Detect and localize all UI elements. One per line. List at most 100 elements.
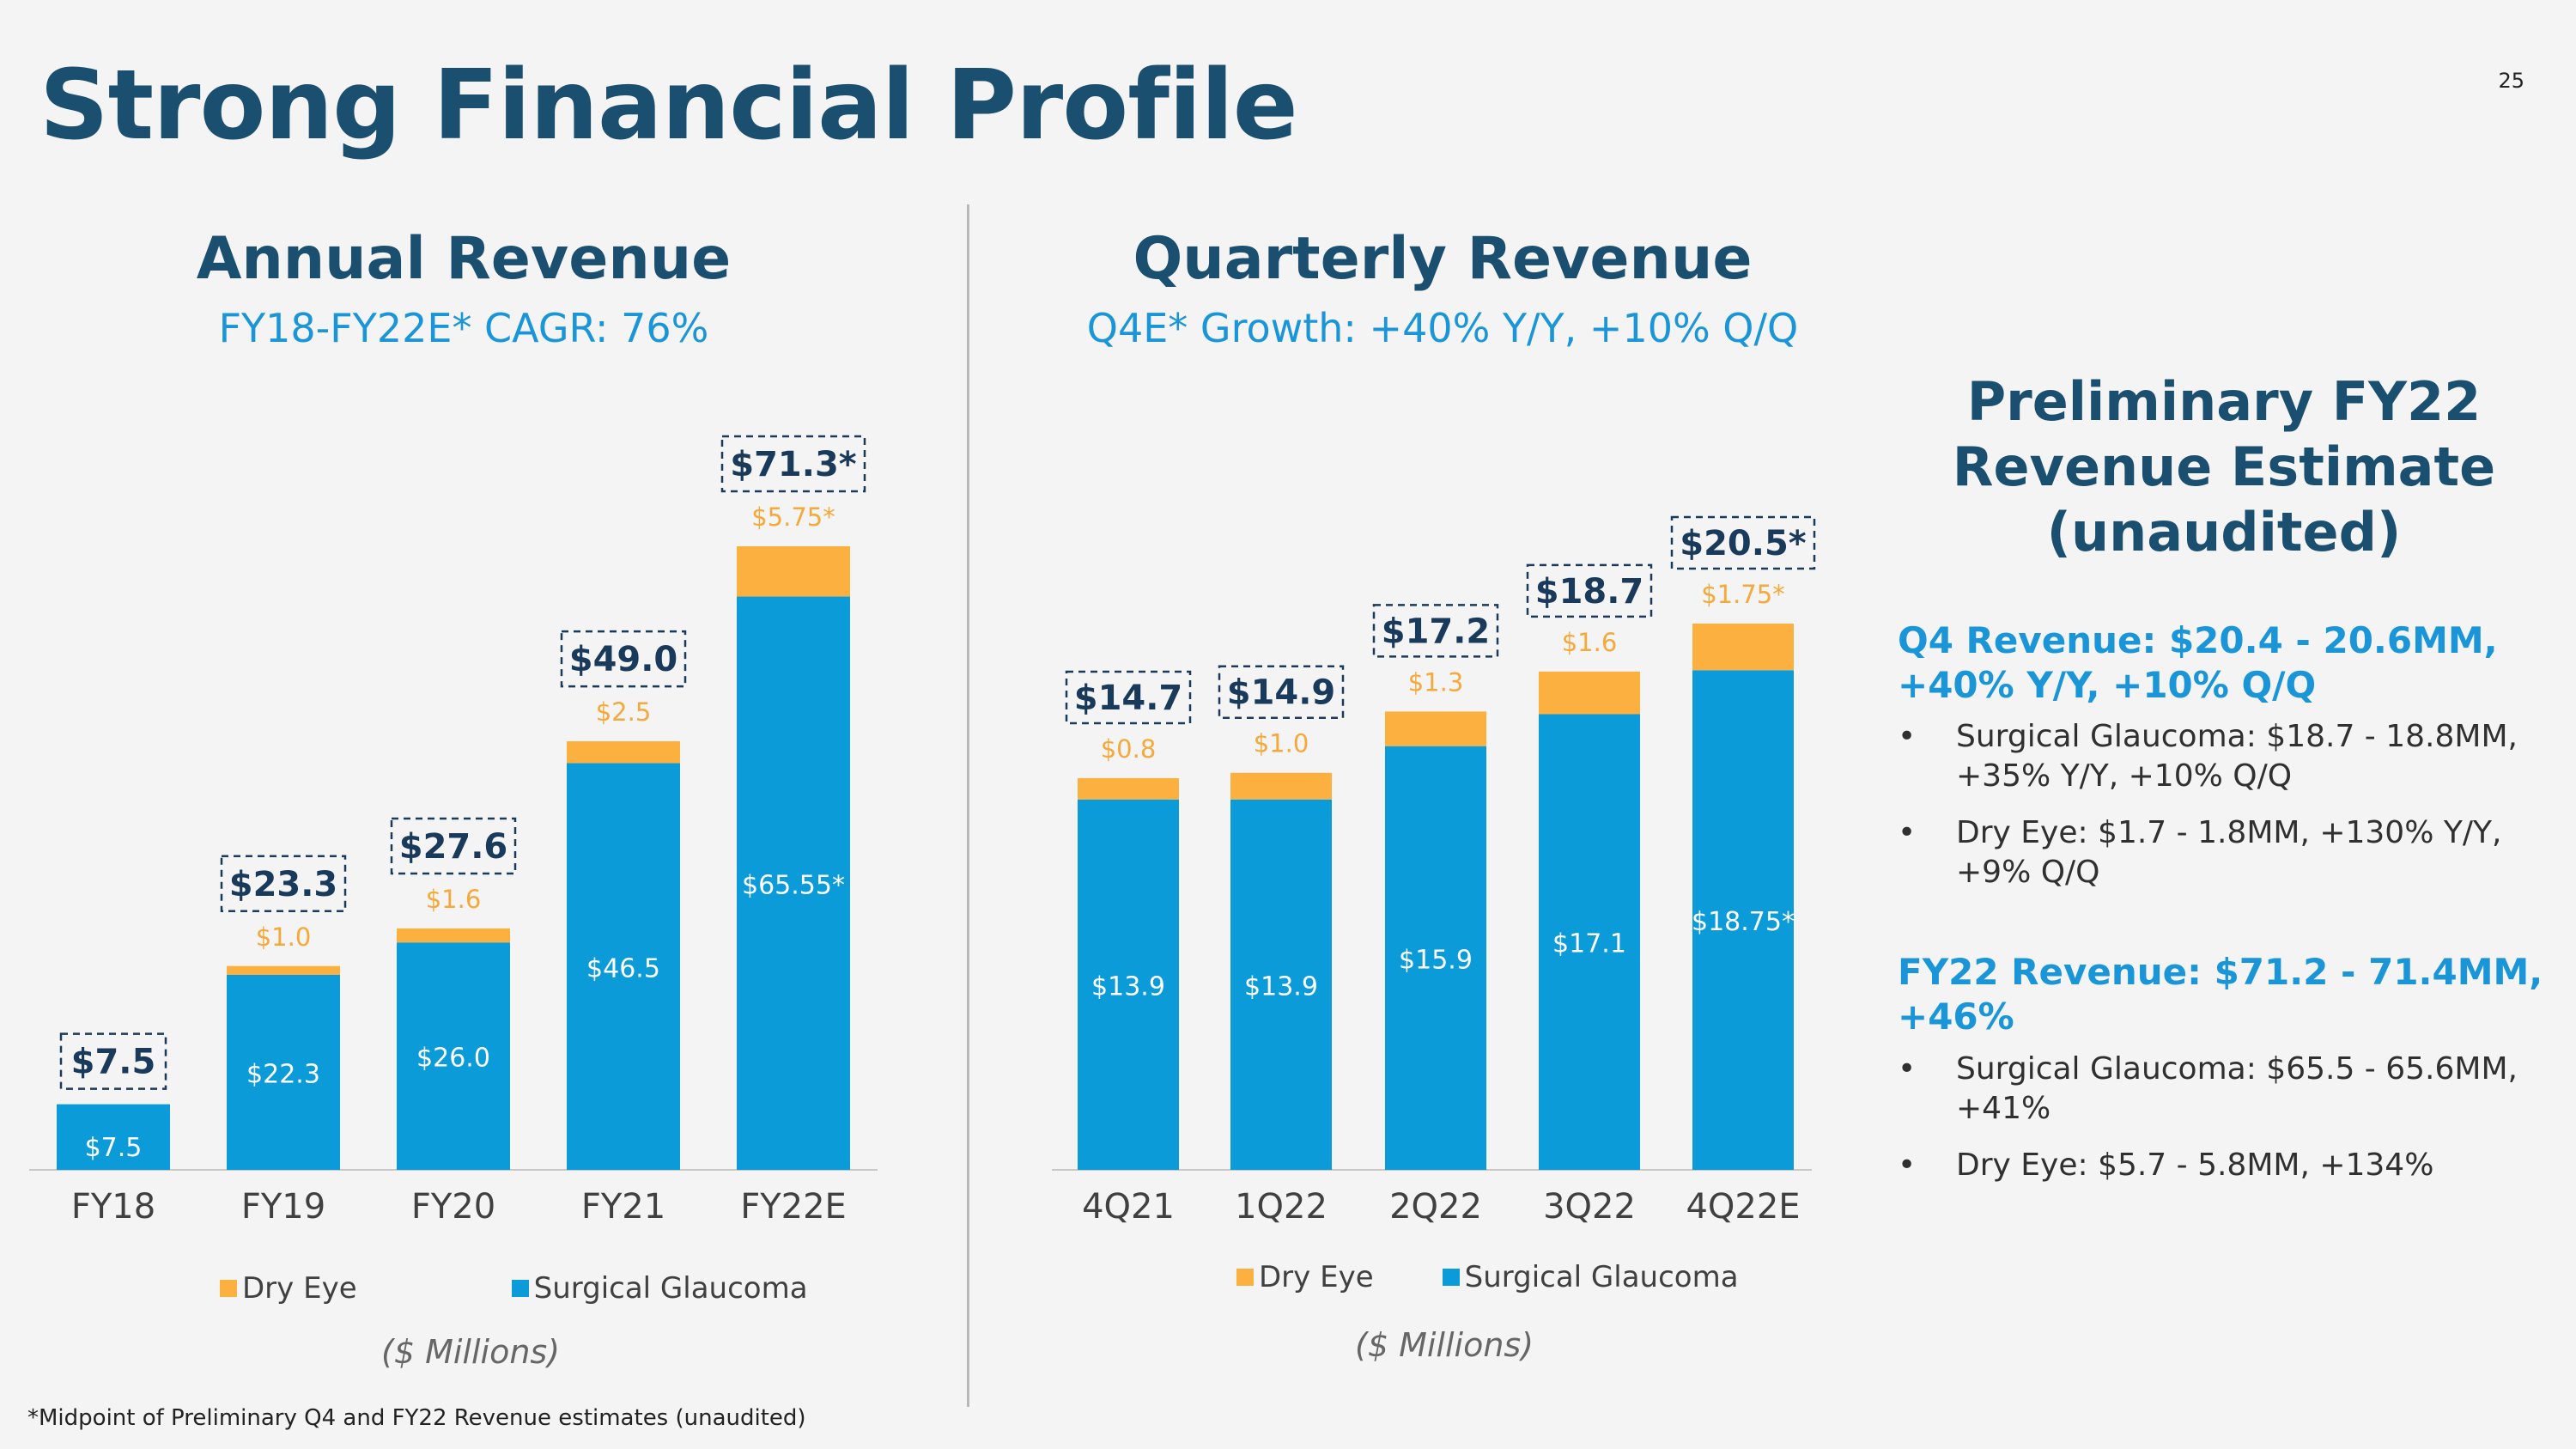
x-tick-label: FY18 [71,1187,155,1227]
bar-surgical-glaucoma [57,1104,170,1170]
total-label-box [1218,665,1345,719]
data-label-dry-eye: $1.75* [1701,580,1785,609]
page-title: Strong Financial Profile [39,50,1298,161]
dry-eye-swatch [220,1280,237,1297]
data-label-surgical-glaucoma: $65.55* [742,870,845,900]
data-label-dry-eye: $2.5 [596,697,652,727]
page-number: 25 [2498,69,2524,93]
total-label-box [560,630,687,688]
bar-dry-eye [227,965,340,975]
section-divider [967,204,969,1407]
data-label-dry-eye: $5.75* [751,502,835,532]
quarterly-chart-title: Quarterly Revenue [1133,225,1753,293]
list-item: Surgical Glaucoma: $65.5 - 65.6MM, +41% [1898,1050,2567,1129]
data-label-surgical-glaucoma: $13.9 [1244,971,1318,1002]
bar-dry-eye [1078,777,1179,800]
bar-surgical-glaucoma [567,763,680,1170]
total-label-box [1065,670,1192,725]
legend-dry-eye: Dry Eye [220,1271,357,1306]
total-label: $71.3* [730,445,857,484]
data-label-surgical-glaucoma: $15.9 [1399,945,1473,975]
quarterly-legend: Dry Eye Surgical Glaucoma [1236,1260,1790,1294]
data-label-dry-eye: $1.0 [1254,729,1309,758]
legend-dry-eye: Dry Eye [1236,1260,1374,1294]
bar-surgical-glaucoma [1385,746,1486,1170]
total-label-box [59,1032,167,1090]
x-tick-label: 4Q22E [1686,1187,1800,1227]
quarterly-units-label: ($ Millions) [1355,1326,1534,1364]
surgical-glaucoma-swatch [1442,1269,1460,1286]
data-label-surgical-glaucoma: $7.5 [85,1133,143,1163]
bar-surgical-glaucoma [397,942,510,1170]
x-tick-label: 3Q22 [1543,1187,1636,1227]
data-label-dry-eye: $1.6 [1562,628,1618,657]
fy22-bullet-list: Surgical Glaucoma: $65.5 - 65.6MM, +41% … [1898,1050,2567,1202]
total-label-box [1526,563,1653,618]
total-label-box [1670,515,1816,570]
x-tick-label: FY22E [740,1187,847,1227]
annual-legend: Dry Eye Surgical Glaucoma [220,1271,860,1306]
annual-chart-title: Annual Revenue [196,225,732,293]
bar-dry-eye [567,741,680,764]
data-label-dry-eye: $1.0 [256,922,312,952]
total-label-box [720,435,866,493]
footnote: *Midpoint of Preliminary Q4 and FY22 Rev… [27,1405,806,1431]
bar-dry-eye [1539,671,1640,715]
bar-surgical-glaucoma [1230,799,1332,1170]
data-label-dry-eye: $0.8 [1101,734,1157,764]
data-label-surgical-glaucoma: $26.0 [416,1044,490,1074]
x-tick-label: 1Q22 [1235,1187,1327,1227]
annual-chart-subtitle: FY18-FY22E* CAGR: 76% [218,305,709,351]
bar-dry-eye [1230,772,1332,800]
bar-surgical-glaucoma [1692,670,1794,1170]
q4-bullet-list: Surgical Glaucoma: $18.7 - 18.8MM, +35% … [1898,717,2567,910]
bar-surgical-glaucoma [1078,799,1179,1170]
data-label-surgical-glaucoma: $17.1 [1552,929,1626,959]
legend-surgical-glaucoma: Surgical Glaucoma [511,1271,808,1306]
data-label-surgical-glaucoma: $13.9 [1091,971,1165,1002]
total-label: $20.5* [1680,524,1807,563]
side-panel-title: Preliminary FY22 Revenue Estimate (unaud… [1952,370,2496,563]
legend-surgical-glaucoma: Surgical Glaucoma [1442,1260,1739,1294]
q4-revenue-heading: Q4 Revenue: $20.4 - 20.6MM, +40% Y/Y, +1… [1898,619,2498,706]
total-label: $49.0 [569,640,678,679]
dry-eye-swatch [1236,1269,1254,1286]
bar-surgical-glaucoma [227,974,340,1170]
total-label: $27.6 [399,827,508,867]
fy22-revenue-heading: FY22 Revenue: $71.2 - 71.4MM, +46% [1898,951,2543,1038]
x-tick-label: FY21 [581,1187,665,1227]
bar-surgical-glaucoma [737,596,850,1170]
total-label: $23.3 [229,865,338,904]
list-item: Dry Eye: $1.7 - 1.8MM, +130% Y/Y, +9% Q/… [1898,813,2567,892]
bar-surgical-glaucoma [1539,714,1640,1170]
x-tick-label: FY20 [411,1187,495,1227]
bar-dry-eye [397,928,510,943]
x-tick-label: 2Q22 [1389,1187,1482,1227]
data-label-dry-eye: $1.6 [426,885,482,914]
total-label: $7.5 [71,1043,156,1082]
annual-units-label: ($ Millions) [381,1333,561,1371]
total-label: $14.9 [1227,673,1336,713]
total-label-box [390,817,517,875]
bar-dry-eye [737,546,850,597]
list-item: Dry Eye: $5.7 - 5.8MM, +134% [1898,1146,2567,1185]
list-item: Surgical Glaucoma: $18.7 - 18.8MM, +35% … [1898,717,2567,796]
total-label: $18.7 [1535,572,1644,612]
legend-dry-eye-label: Dry Eye [242,1271,357,1306]
data-label-surgical-glaucoma: $18.75* [1692,907,1795,937]
bar-dry-eye [1385,711,1486,746]
data-label-dry-eye: $1.3 [1408,667,1464,697]
total-label: $17.2 [1382,612,1491,651]
legend-surgical-glaucoma-label: Surgical Glaucoma [1464,1260,1739,1294]
quarterly-chart-subtitle: Q4E* Growth: +40% Y/Y, +10% Q/Q [1086,305,1799,351]
total-label: $14.7 [1074,679,1183,718]
x-tick-label: 4Q21 [1082,1187,1175,1227]
total-label-box [220,855,347,913]
legend-surgical-glaucoma-label: Surgical Glaucoma [533,1271,808,1306]
total-label-box [1372,604,1499,658]
bar-dry-eye [1692,624,1794,671]
legend-dry-eye-label: Dry Eye [1259,1260,1374,1294]
data-label-surgical-glaucoma: $22.3 [246,1059,320,1089]
surgical-glaucoma-swatch [511,1280,529,1297]
